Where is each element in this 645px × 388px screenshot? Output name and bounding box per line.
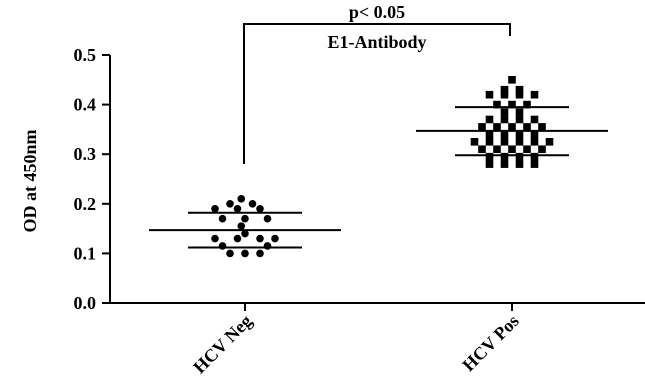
data-point — [241, 249, 249, 258]
data-point — [478, 145, 486, 154]
y-tick-label: 0.0 — [74, 293, 97, 313]
data-point — [515, 85, 524, 94]
y-tick-label: 0.5 — [74, 45, 97, 65]
data-point — [500, 108, 509, 116]
data-point — [538, 123, 546, 131]
data-point — [237, 222, 246, 230]
data-point — [263, 242, 272, 250]
data-point — [500, 152, 509, 161]
data-point — [241, 229, 249, 238]
y-ticks: 0.0 0.1 0.2 0.3 0.4 0.5 — [74, 45, 110, 313]
x-tick-label: HCV Pos — [458, 311, 522, 375]
annotation-label: E1-Antibody — [327, 32, 426, 52]
data-point — [493, 123, 501, 131]
data-point — [241, 214, 249, 223]
data-point — [530, 138, 539, 146]
data-point — [523, 100, 531, 109]
data-point — [508, 100, 516, 109]
data-point — [256, 234, 264, 243]
series-hcv-neg — [149, 195, 341, 258]
data-point — [226, 249, 234, 258]
pvalue-label: p< 0.05 — [349, 2, 405, 22]
x-ticks: HCV Neg HCV Pos — [189, 303, 523, 377]
data-point — [237, 195, 246, 203]
data-point — [500, 160, 509, 168]
data-point — [470, 138, 479, 146]
data-point — [485, 90, 494, 99]
data-point — [493, 145, 501, 154]
data-point — [218, 214, 227, 223]
data-point — [271, 234, 279, 243]
data-point — [500, 130, 509, 139]
data-point — [515, 90, 524, 99]
data-point — [515, 115, 524, 124]
data-point — [485, 152, 494, 161]
data-point — [545, 138, 554, 146]
series-layer — [149, 76, 608, 258]
data-point — [256, 204, 264, 213]
data-point — [233, 204, 242, 213]
data-point — [523, 123, 531, 131]
y-tick-label: 0.3 — [74, 144, 97, 164]
data-point — [485, 160, 494, 168]
data-point — [530, 152, 539, 161]
data-point — [523, 145, 531, 154]
y-tick-label: 0.2 — [74, 194, 97, 214]
bracket-line — [243, 23, 511, 164]
data-point — [248, 200, 257, 208]
data-point — [500, 90, 509, 99]
data-point — [515, 108, 524, 116]
data-point — [263, 214, 272, 223]
y-tick-label: 0.4 — [74, 95, 97, 115]
data-point — [218, 242, 227, 250]
significance-bracket: p< 0.05 E1-Antibody — [243, 2, 511, 164]
data-point — [226, 200, 234, 208]
data-point — [515, 160, 524, 168]
data-point — [530, 90, 539, 99]
data-point — [500, 138, 509, 146]
y-tick-label: 0.1 — [74, 243, 97, 263]
data-point — [233, 234, 242, 243]
data-point — [530, 130, 539, 139]
data-point — [478, 123, 486, 131]
data-point — [515, 152, 524, 161]
data-point — [493, 100, 501, 109]
data-point — [508, 145, 516, 154]
data-point — [211, 204, 219, 213]
data-point — [508, 76, 516, 84]
data-point — [500, 85, 509, 94]
data-point — [211, 234, 219, 243]
x-tick-label: HCV Neg — [189, 311, 256, 378]
data-point — [500, 115, 509, 124]
data-point — [485, 138, 494, 146]
y-axis-label: OD at 450nm — [20, 129, 40, 232]
data-point — [485, 115, 494, 124]
data-point — [508, 123, 516, 131]
data-point — [530, 115, 539, 124]
data-point — [485, 130, 494, 139]
data-point — [515, 138, 524, 146]
data-point — [256, 249, 264, 258]
data-point — [515, 130, 524, 139]
data-point — [538, 145, 546, 154]
data-point — [530, 160, 539, 168]
series-hcv-pos — [416, 76, 608, 168]
